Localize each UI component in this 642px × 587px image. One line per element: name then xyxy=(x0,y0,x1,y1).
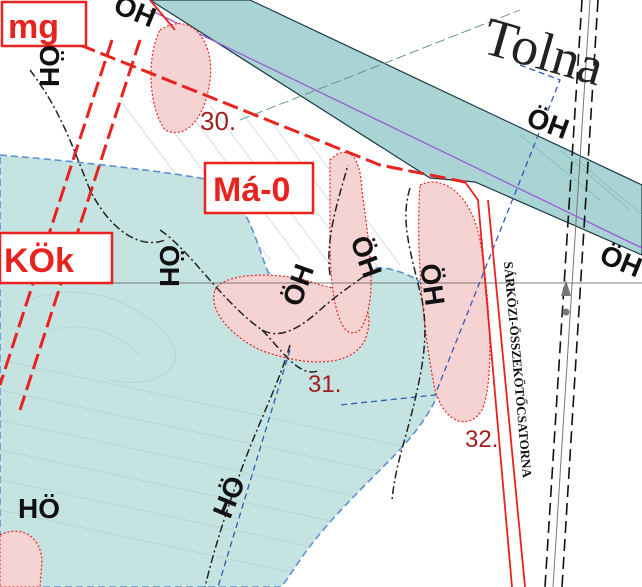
habitat-patch-30 xyxy=(150,23,212,134)
zone-label-box-kok xyxy=(0,231,114,285)
zone-code-mg: mg xyxy=(8,8,59,46)
oh-label: ÖH xyxy=(34,45,65,87)
zone-label-box-mg xyxy=(0,0,88,48)
parcel-number-31: 31. xyxy=(308,371,341,398)
river-axis-line xyxy=(149,9,642,249)
oh-label: ÖH xyxy=(414,262,451,308)
habitat-patch-bottom-left xyxy=(0,530,43,587)
habitat-patch-31 xyxy=(213,274,370,363)
grid-line-diagonal xyxy=(239,9,521,121)
ecological-trails xyxy=(29,69,426,587)
habitat-patch-32 xyxy=(418,181,491,423)
railway-centerline xyxy=(552,0,591,587)
railway-point-icon xyxy=(562,308,570,316)
river-channel xyxy=(148,0,642,256)
regulation-lines xyxy=(0,39,466,411)
habitat-patch-center xyxy=(329,151,372,334)
ho-label: HÖ xyxy=(18,493,60,524)
zone-code-kok: KÖk xyxy=(4,242,74,280)
zone-code-ma0: Má-0 xyxy=(213,171,290,209)
parcel-number-30: 30. xyxy=(200,106,236,136)
zone-label-box-ma0 xyxy=(203,161,315,215)
parcel-number-32: 32. xyxy=(465,426,498,453)
parcel-boundaries xyxy=(217,64,561,587)
oh-label: ÖH xyxy=(154,245,185,287)
railway-arrow-icon xyxy=(561,280,571,296)
regulation-boundary-solid xyxy=(149,0,526,587)
habitat-patches xyxy=(0,23,491,587)
